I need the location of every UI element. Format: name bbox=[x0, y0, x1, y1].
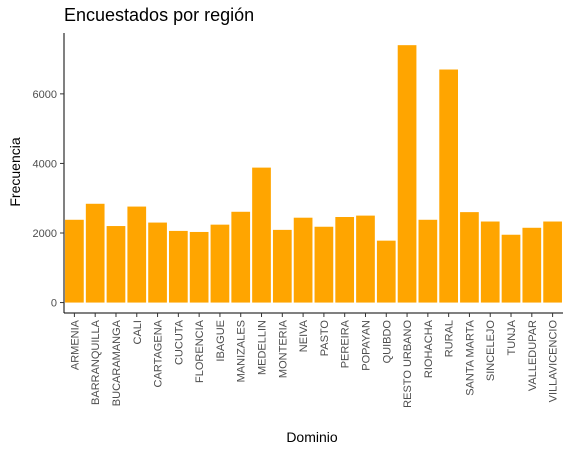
x-tick-label: BARRANQUILLA bbox=[90, 319, 102, 405]
chart-title: Encuestados por región bbox=[64, 5, 255, 25]
bar-medellin bbox=[252, 167, 271, 303]
y-tick-label: 2000 bbox=[33, 228, 57, 240]
bar-riohacha bbox=[418, 219, 438, 303]
x-tick-label: BUCARAMANGA bbox=[111, 319, 123, 406]
bar-cartagena bbox=[148, 222, 167, 303]
bar-tunja bbox=[501, 234, 521, 303]
bar-armenia bbox=[65, 219, 84, 303]
x-tick-label: RIOHACHA bbox=[423, 319, 435, 378]
bar-monteria bbox=[272, 229, 292, 303]
x-tick-label: CALI bbox=[132, 320, 144, 344]
x-tick-label: RESTO URBANO bbox=[402, 320, 414, 408]
y-axis-title: Frecuencia bbox=[7, 137, 23, 206]
x-tick-label: MANIZALES bbox=[236, 320, 248, 382]
y-tick-label: 0 bbox=[51, 298, 57, 310]
x-tick-label: SANTA MARTA bbox=[464, 319, 476, 395]
x-tick-label: QUIBDO bbox=[381, 320, 393, 364]
y-tick-label: 6000 bbox=[33, 89, 57, 101]
bar-florencia bbox=[189, 231, 209, 303]
x-tick-label: VALLEDUPAR bbox=[527, 320, 539, 391]
y-tick-label: 4000 bbox=[33, 158, 57, 170]
x-tick-label: ARMENIA bbox=[69, 319, 81, 370]
x-tick-label: NEIVA bbox=[298, 319, 310, 352]
x-tick-label: VILLAVICENCIO bbox=[548, 320, 560, 403]
x-tick-label: FLORENCIA bbox=[194, 319, 206, 383]
bar-popayan bbox=[356, 215, 375, 303]
bar-santa-marta bbox=[460, 212, 479, 303]
bar-villavicencio bbox=[543, 221, 562, 303]
y-axis: 0 2000 4000 6000 bbox=[33, 33, 65, 313]
bar-neiva bbox=[293, 217, 313, 303]
bar-manizales bbox=[231, 211, 251, 303]
x-axis: ARMENIA BARRANQUILLA BUCARAMANGA CALI CARTAG… bbox=[64, 312, 563, 408]
bar-cali bbox=[127, 206, 147, 303]
bar-resto-urbano bbox=[397, 45, 417, 303]
x-tick-label: CUCUTA bbox=[173, 319, 185, 365]
x-axis-title: Dominio bbox=[286, 429, 338, 445]
x-tick-label: POPAYAN bbox=[360, 320, 372, 371]
x-tick-label: PASTO bbox=[319, 320, 331, 357]
x-tick-label: CARTAGENA bbox=[153, 319, 165, 387]
bar-cucuta bbox=[169, 230, 188, 303]
bar-ibague bbox=[210, 224, 230, 303]
bar-barranquilla bbox=[85, 203, 105, 303]
x-tick-label: PEREIRA bbox=[340, 319, 352, 368]
x-tick-label: TUNJA bbox=[506, 319, 518, 355]
bars-group bbox=[65, 45, 562, 303]
x-tick-label: RURAL bbox=[444, 320, 456, 357]
bar-pereira bbox=[335, 217, 355, 303]
x-tick-label: MEDELLIN bbox=[257, 320, 269, 375]
x-tick-label: SINCELEJO bbox=[485, 320, 497, 382]
x-tick-label: MONTERIA bbox=[277, 319, 289, 378]
bar-bucaramanga bbox=[106, 226, 126, 303]
bar-rural bbox=[439, 69, 458, 303]
bar-pasto bbox=[314, 226, 334, 303]
bar-valledupar bbox=[522, 227, 542, 303]
bar-sincelejo bbox=[480, 221, 500, 303]
bar-quibdo bbox=[376, 240, 396, 303]
x-tick-label: IBAGUE bbox=[215, 320, 227, 362]
